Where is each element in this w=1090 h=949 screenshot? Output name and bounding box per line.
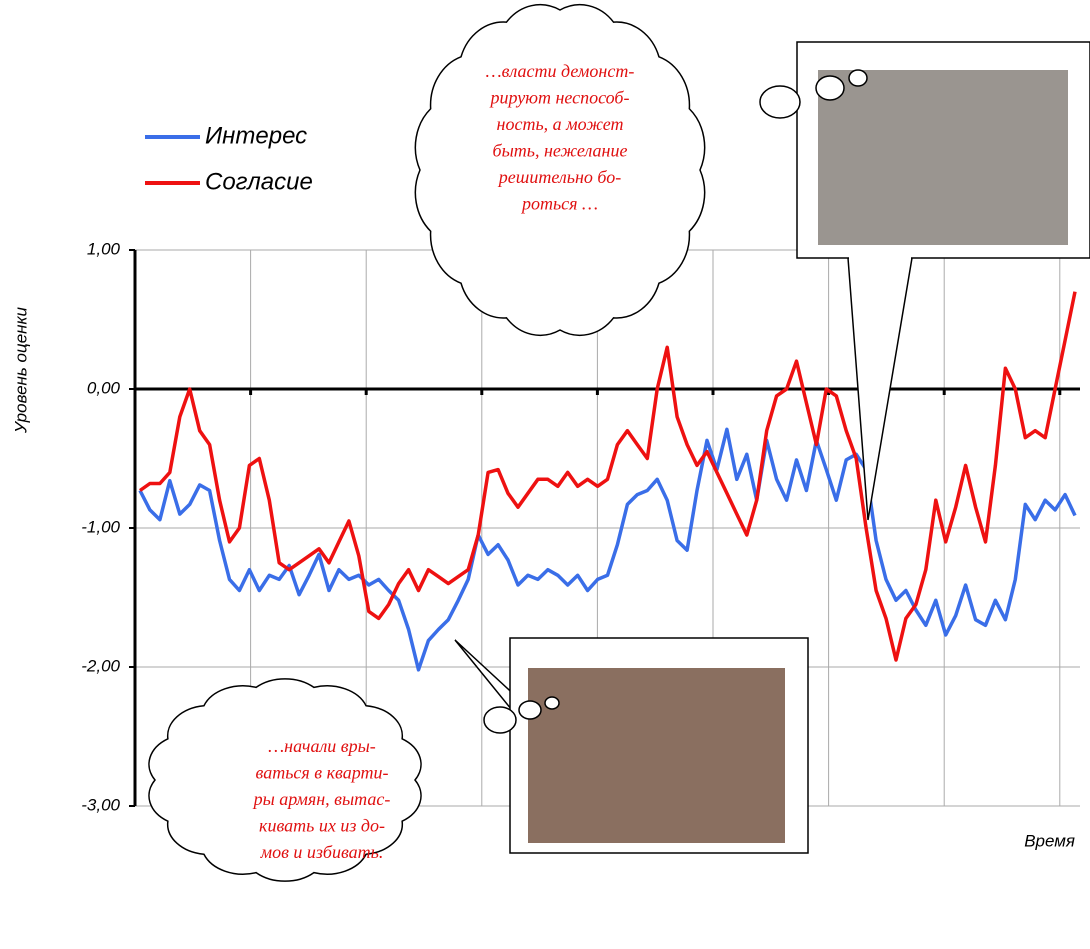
annotation-text: рируют неспособ-	[489, 88, 630, 108]
annotation-text: …начали вры-	[268, 736, 376, 756]
legend-label: Согласие	[205, 168, 313, 195]
series-line	[138, 427, 1077, 672]
y-tick-label: -1,00	[81, 517, 120, 536]
x-axis-label: Время	[1024, 831, 1075, 850]
thought-bubble	[518, 700, 542, 720]
cloud	[414, 3, 706, 337]
y-tick-label: 1,00	[87, 239, 121, 258]
thought-bubble	[759, 85, 801, 119]
annotation-text: …власти демонст-	[486, 61, 635, 81]
annotation-text: ры армян, вытас-	[252, 789, 391, 809]
legend-label: Интерес	[205, 122, 307, 149]
annotation-text: ность, а может	[497, 114, 624, 134]
thought-bubble	[544, 696, 560, 710]
y-tick-label: 0,00	[87, 378, 121, 397]
annotation-text: быть, нежелание	[493, 141, 628, 161]
photo-callout-bottom-photo	[528, 668, 785, 843]
annotation-text: роться …	[520, 194, 598, 214]
annotation-text: кивать их из до-	[259, 816, 385, 836]
annotation-text: ваться в кварти-	[256, 763, 389, 783]
thought-bubble	[483, 706, 517, 734]
series-line	[138, 291, 1077, 662]
y-tick-label: -2,00	[81, 656, 120, 675]
photo-callout-top-photo	[818, 70, 1068, 245]
y-axis-label: Уровень оценки	[11, 306, 30, 434]
annotation-text: мов и избивать.	[260, 842, 384, 862]
y-tick-label: -3,00	[81, 795, 120, 814]
thought-bubble	[815, 75, 845, 101]
thought-bubble	[848, 69, 868, 87]
annotation-text: решительно бо-	[497, 167, 621, 187]
cloud	[148, 678, 422, 882]
